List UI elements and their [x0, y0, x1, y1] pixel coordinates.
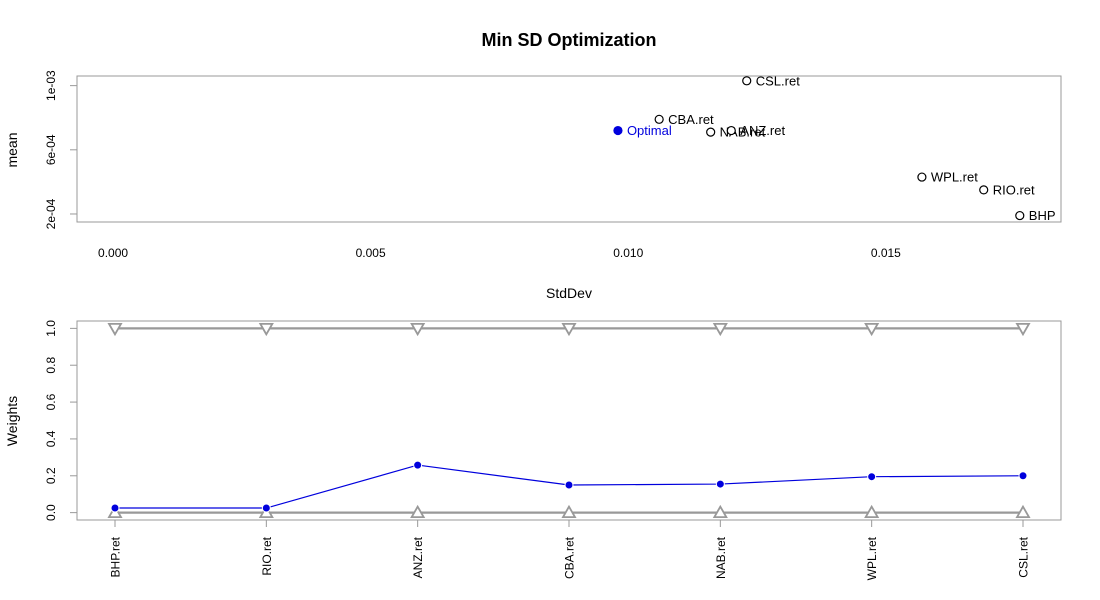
lower-bound-marker-wpl-ret	[864, 504, 880, 519]
point-label-wpl-ret: WPL.ret	[931, 170, 978, 185]
lower-bound-marker-anz-ret	[410, 504, 426, 519]
lower-bound-marker-cba-ret	[561, 504, 577, 519]
upper-bound-marker-nab-ret	[712, 322, 728, 337]
risk-return-panel: 0.000 0.005 0.010 0.015 2e-04 6e-04 1e-03 CSL…	[4, 70, 1062, 301]
weight-y-tick-label-1: 0.2	[44, 467, 58, 484]
weights-series	[110, 460, 1028, 513]
point-nab-ret	[706, 127, 716, 137]
risk-return-plot-box	[76, 75, 1062, 223]
upper-bound-marker-cba-ret	[561, 322, 577, 337]
risk-return-y-label: mean	[4, 132, 20, 167]
y-tick-label-2: 1e-03	[44, 70, 58, 101]
asset-label-nab-ret: NAB.ret	[714, 536, 728, 579]
weight-point-csl-ret	[1018, 471, 1028, 481]
y-tick-label-0: 2e-04	[44, 198, 58, 229]
point-csl-ret	[742, 76, 752, 86]
point-bhp	[1015, 210, 1025, 221]
upper-bound-marker-wpl-ret	[864, 322, 880, 337]
upper-bound-marker-bhp-ret	[107, 322, 123, 337]
weights-x-axis: BHP.ret RIO.ret ANZ.ret CBA.ret NAB.ret WPL.r…	[109, 520, 1031, 580]
upper-bound-marker-csl-ret	[1015, 322, 1031, 337]
weight-point-cba-ret	[564, 480, 574, 490]
point-label-rio-ret: RIO.ret	[993, 182, 1035, 197]
asset-label-rio-ret: RIO.ret	[260, 536, 274, 575]
point-optimal	[613, 125, 623, 136]
weight-y-tick-label-5: 1.0	[44, 320, 58, 337]
upper-bound-marker-anz-ret	[410, 322, 426, 337]
asset-label-wpl-ret: WPL.ret	[865, 536, 879, 580]
x-tick-label-2: 0.010	[613, 246, 643, 260]
point-cba-ret	[654, 114, 664, 124]
weight-y-tick-label-3: 0.6	[44, 393, 58, 410]
risk-return-points: CSL.retCBA.retNAB.retANZ.retWPL.retRIO.r…	[613, 73, 1056, 223]
point-label-cba-ret: CBA.ret	[668, 112, 714, 127]
weights-y-label: Weights	[4, 396, 20, 446]
x-tick-label-3: 0.015	[871, 246, 901, 260]
weight-y-tick-label-4: 0.8	[44, 357, 58, 374]
weight-y-tick-label-2: 0.4	[44, 430, 58, 447]
weight-point-bhp-ret	[110, 503, 120, 513]
weight-point-wpl-ret	[867, 472, 877, 482]
lower-bound-marker-csl-ret	[1015, 504, 1031, 519]
figure-title: Min SD Optimization	[482, 30, 657, 50]
risk-return-x-label: StdDev	[546, 285, 592, 301]
point-rio-ret	[979, 185, 989, 195]
point-label-optimal: Optimal	[627, 123, 672, 138]
asset-label-anz-ret: ANZ.ret	[411, 536, 425, 578]
risk-return-x-axis: 0.000 0.005 0.010 0.015	[98, 246, 901, 260]
risk-return-y-axis: 2e-04 6e-04 1e-03	[44, 70, 77, 229]
point-anz-ret	[726, 125, 736, 136]
weight-point-nab-ret	[715, 479, 725, 489]
x-tick-label-1: 0.005	[356, 246, 386, 260]
weight-point-rio-ret	[261, 503, 271, 513]
point-label-csl-ret: CSL.ret	[756, 73, 800, 88]
point-wpl-ret	[917, 172, 927, 182]
weight-point-anz-ret	[413, 460, 423, 470]
upper-bound-marker-rio-ret	[258, 322, 274, 337]
weights-plot-box	[76, 320, 1062, 521]
lower-bound-marker-nab-ret	[712, 504, 728, 519]
weight-y-tick-label-0: 0.0	[44, 504, 58, 521]
asset-label-cba-ret: CBA.ret	[563, 536, 577, 579]
weights-y-axis: 0.0 0.2 0.4 0.6 0.8 1.0	[44, 320, 77, 521]
point-label-anz-ret: ANZ.ret	[740, 123, 785, 138]
y-tick-label-1: 6e-04	[44, 134, 58, 165]
weights-panel: 0.0 0.2 0.4 0.6 0.8 1.0 BHP.ret RIO.ret ANZ.ret…	[4, 320, 1062, 580]
asset-label-csl-ret: CSL.ret	[1017, 536, 1031, 577]
asset-label-bhp-ret: BHP.ret	[109, 536, 123, 577]
x-tick-label-0: 0.000	[98, 246, 128, 260]
point-label-bhp: BHP	[1029, 208, 1056, 223]
